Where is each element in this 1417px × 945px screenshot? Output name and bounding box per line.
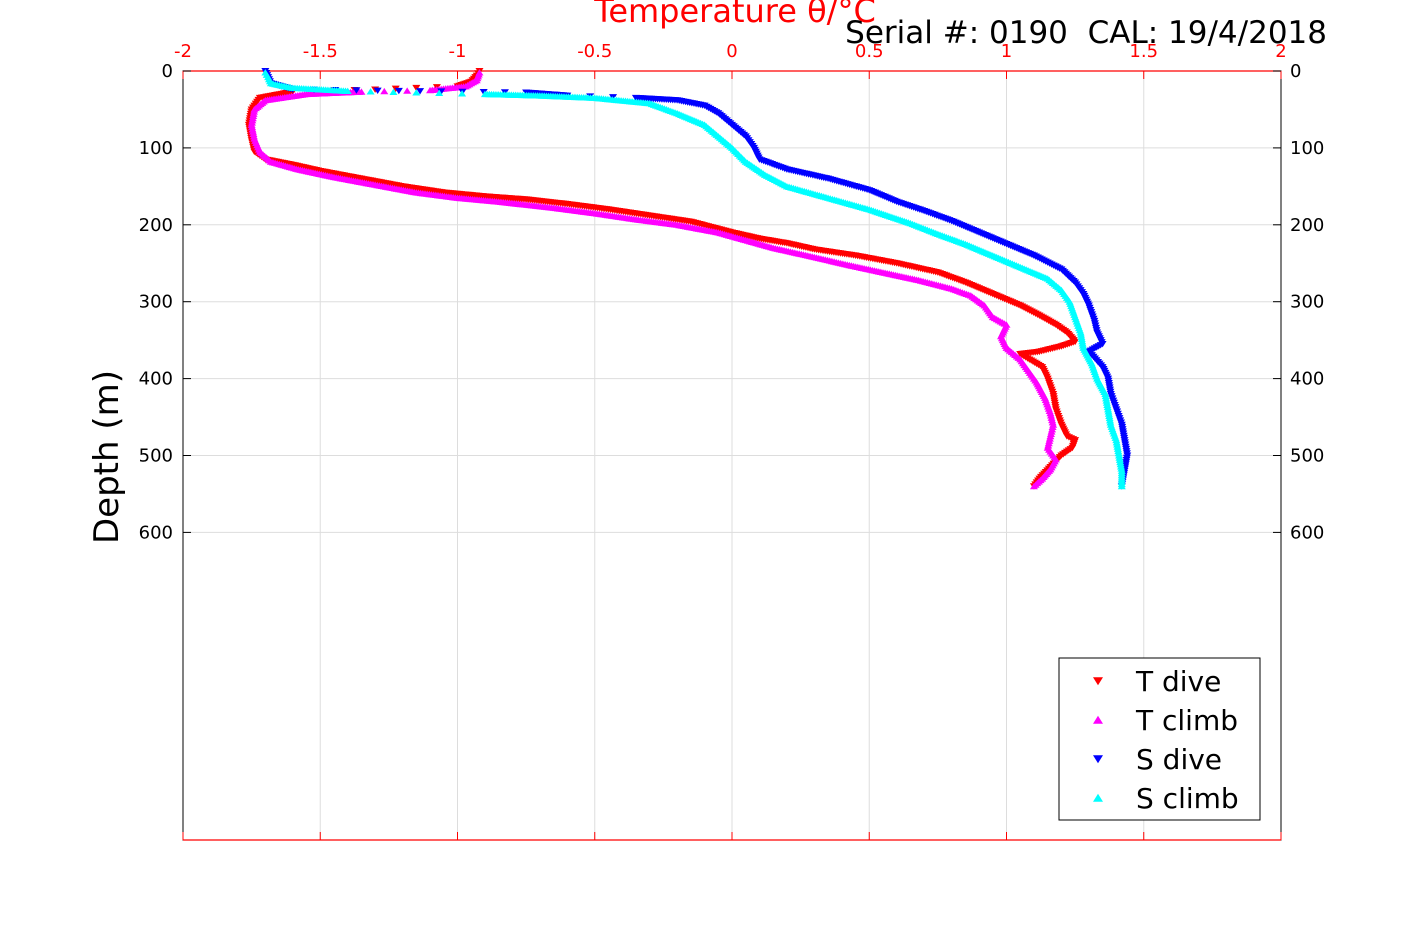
serial-annotation: Serial #: 0190 CAL: 19/4/2018 xyxy=(845,15,1327,51)
data-point xyxy=(366,88,375,95)
y-tick-label-left: 200 xyxy=(139,215,173,236)
data-point xyxy=(475,69,484,76)
legend-label: S dive xyxy=(1136,743,1222,776)
y-tick-label-left: 0 xyxy=(162,61,173,82)
x-ticks: -2 -1.5 -1 -0.5 0 0.5 1 1.5 2 xyxy=(174,41,1287,840)
legend: T dive T climb S dive S climb xyxy=(1058,657,1261,821)
legend-marker xyxy=(1093,755,1103,764)
data-point xyxy=(480,90,489,98)
data-point xyxy=(412,84,421,92)
data-point xyxy=(412,89,421,96)
y-axis-label: Depth (m) xyxy=(87,370,127,544)
data-point xyxy=(394,87,403,95)
x-tick-label: 0.5 xyxy=(855,41,884,62)
chart-title: Temperature θ/°C xyxy=(593,0,876,30)
y-tick-label-left: 400 xyxy=(139,369,173,390)
series-layer xyxy=(244,68,1132,490)
data-point xyxy=(479,88,488,96)
x-tick-label: -1.5 xyxy=(303,41,338,62)
data-point xyxy=(373,87,382,94)
y-tick-label-right: 500 xyxy=(1290,446,1324,467)
x-tick-label: 0 xyxy=(726,41,737,62)
series-t-climb xyxy=(247,69,1060,490)
y-ticks: 0 0 100 100 200 200 300 300 400 400 500 500 600 600 xyxy=(139,61,1325,543)
y-tick-label-left: 600 xyxy=(139,522,173,543)
y-tick-label-right: 400 xyxy=(1290,369,1324,390)
y-tick-label-right: 0 xyxy=(1290,61,1301,82)
legend-box xyxy=(1058,657,1261,821)
data-point xyxy=(403,87,412,94)
x-tick-label: 2 xyxy=(1275,41,1286,62)
y-tick-label-right: 600 xyxy=(1290,522,1324,543)
x-tick-label: 1.5 xyxy=(1129,41,1158,62)
data-point xyxy=(389,88,398,96)
y-tick-label-right: 100 xyxy=(1290,138,1324,159)
x-tick-label: 1 xyxy=(1001,41,1012,62)
x-tick-label: -2 xyxy=(174,41,192,62)
data-point xyxy=(380,87,389,95)
legend-label: T climb xyxy=(1135,704,1238,737)
data-point xyxy=(458,90,467,97)
legend-marker xyxy=(1093,677,1103,686)
legend-label: S climb xyxy=(1136,782,1239,815)
y-tick-label-left: 500 xyxy=(139,446,173,467)
data-point xyxy=(609,94,618,101)
legend-marker xyxy=(1093,715,1103,724)
legend-label: T dive xyxy=(1135,665,1221,698)
x-tick-label: -0.5 xyxy=(577,41,612,62)
series-s-climb xyxy=(261,69,1126,490)
legend-marker xyxy=(1093,793,1103,802)
data-point xyxy=(357,88,366,95)
y-tick-label-right: 300 xyxy=(1290,292,1324,313)
data-point xyxy=(352,87,361,94)
y-tick-label-left: 300 xyxy=(139,292,173,313)
series-t-dive xyxy=(244,68,1080,490)
data-point xyxy=(416,88,425,95)
data-point xyxy=(435,89,444,97)
data-point xyxy=(261,69,270,76)
series-s-dive xyxy=(261,68,1132,490)
x-tick-label: -1 xyxy=(449,41,467,62)
y-tick-label-right: 200 xyxy=(1290,215,1324,236)
y-tick-label-left: 100 xyxy=(139,138,173,159)
